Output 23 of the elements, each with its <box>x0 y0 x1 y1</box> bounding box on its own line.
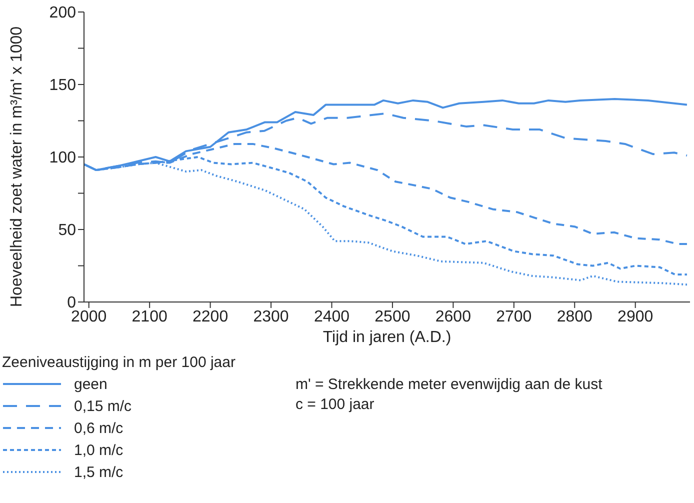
legend-label: 0,15 m/c <box>74 398 132 414</box>
x-tick-label: 2700 <box>496 308 532 326</box>
legend-label: 0,6 m/c <box>74 420 124 436</box>
legend-label: geen <box>74 376 108 392</box>
legend-label: 1,0 m/c <box>74 442 124 458</box>
x-tick-label: 2900 <box>618 308 654 326</box>
x-axis-title: Tijd in jaren (A.D.) <box>322 329 452 346</box>
x-tick-label: 2500 <box>374 308 410 326</box>
y-tick-label: 200 <box>49 4 76 22</box>
x-tick-label: 2400 <box>314 308 350 326</box>
y-tick-label: 150 <box>49 77 76 94</box>
text: c = 100 jaar <box>295 396 376 415</box>
x-tick-label: 2800 <box>556 308 593 326</box>
x-tick-label: 2100 <box>132 308 168 326</box>
y-axis-title: Hoeveelheid zoet water in m³/m' x 1000 <box>8 26 26 307</box>
y-tick-label: 50 <box>58 222 76 240</box>
x-tick-label: 2300 <box>253 308 289 326</box>
x-tick-label: 2600 <box>435 308 472 326</box>
legend-label: 1,5 m/c <box>74 464 124 480</box>
text: m' = Strekkende meter evenwijdig aan de kust <box>295 376 602 395</box>
x-tick-label: 2200 <box>192 308 228 326</box>
legend-title: Zeeniveaustijging in m per 100 jaar <box>2 354 236 371</box>
y-tick-label: 100 <box>49 150 76 167</box>
